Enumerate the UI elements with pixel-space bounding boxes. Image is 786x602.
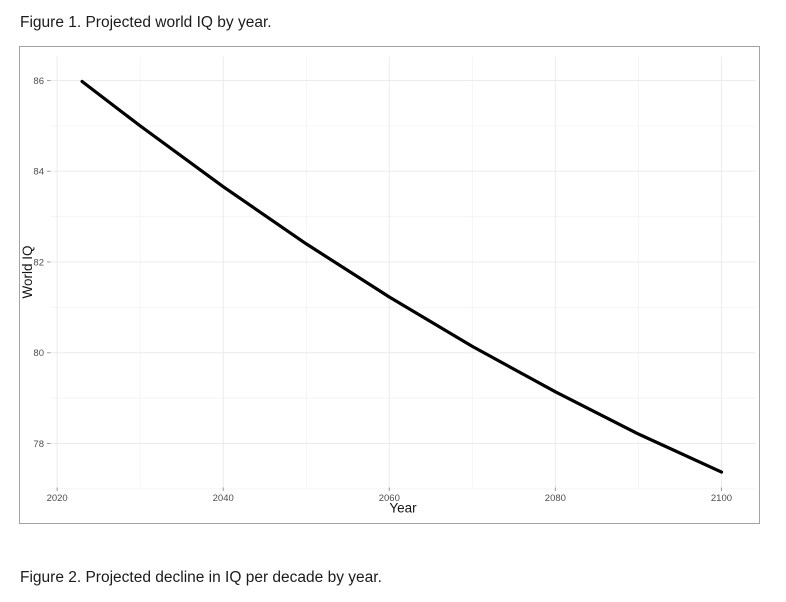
figure1-panel: 78 80 82 84 86 2020 2040 2060 2080 2100 Year World … (19, 46, 760, 524)
x-tick-label: 2080 (545, 493, 566, 504)
y-axis-title: World IQ (20, 245, 35, 298)
x-tick-label: 2020 (47, 493, 68, 504)
x-tick-label: 2100 (711, 493, 732, 504)
y-tick-label: 80 (33, 348, 44, 359)
y-tick-label: 82 (33, 257, 44, 268)
y-tick-label: 84 (33, 167, 44, 178)
iq-line-chart: 78 80 82 84 86 2020 2040 2060 2080 2100 Year World … (20, 56, 756, 516)
figure1-caption: Figure 1. Projected world IQ by year. (20, 14, 272, 31)
y-tick-label: 86 (33, 76, 44, 87)
y-tick-label: 78 (33, 439, 44, 450)
figure2-caption: Figure 2. Projected decline in IQ per de… (20, 569, 382, 586)
x-tick-label: 2060 (379, 493, 400, 504)
x-axis-title: Year (389, 501, 417, 516)
iq-projection-line (80, 79, 724, 474)
x-tick-label: 2040 (213, 493, 234, 504)
